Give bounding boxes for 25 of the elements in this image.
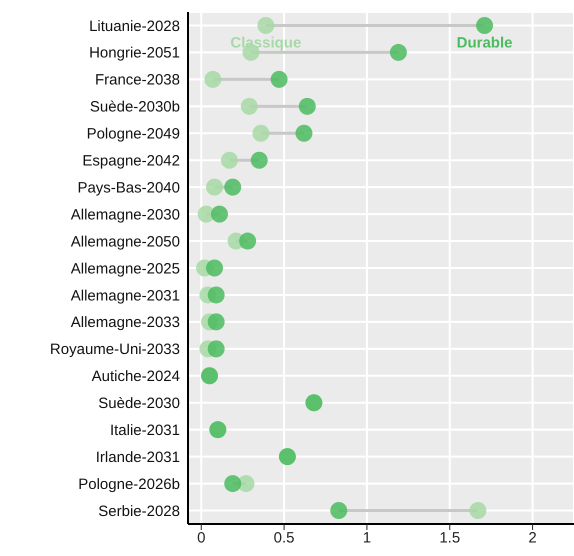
y-tick-label: Pays-Bas-2040 bbox=[77, 179, 180, 196]
y-tick-label: Allemagne-2050 bbox=[70, 233, 180, 250]
y-tick-label: Suède-2030b bbox=[90, 98, 180, 116]
y-tick-label: Allemagne-2025 bbox=[70, 260, 180, 278]
y-tick-label: Autiche-2024 bbox=[92, 368, 180, 386]
y-tick-label: Italie-2031 bbox=[110, 422, 180, 440]
y-tick-label: Lituanie-2028 bbox=[89, 18, 180, 35]
y-tick-label: Espagne-2042 bbox=[82, 152, 180, 170]
y-tick-label: France-2038 bbox=[94, 72, 180, 89]
series-label: Durable bbox=[456, 34, 512, 52]
y-tick-label: Suède-2030 bbox=[98, 395, 180, 412]
y-tick-label: Irlande-2031 bbox=[96, 448, 180, 466]
x-tick-label: 1 bbox=[362, 530, 372, 547]
y-tick-label: Royaume-Uni-2033 bbox=[50, 341, 180, 358]
y-tick-label: Pologne-2026b bbox=[78, 476, 180, 493]
x-tick-label: 1.5 bbox=[439, 530, 460, 547]
y-tick-label: Pologne-2049 bbox=[86, 126, 180, 143]
y-tick-label: Hongrie-2051 bbox=[89, 44, 180, 62]
y-tick-label: Allemagne-2033 bbox=[70, 314, 180, 332]
x-tick-label: 0.5 bbox=[274, 530, 295, 547]
y-tick-label: Serbie-2028 bbox=[98, 502, 180, 520]
y-tick-label: Allemagne-2030 bbox=[70, 206, 180, 224]
y-tick-label: Allemagne-2031 bbox=[70, 287, 180, 304]
x-tick-label: 2 bbox=[528, 530, 537, 547]
x-tick-label: 0 bbox=[197, 530, 206, 547]
